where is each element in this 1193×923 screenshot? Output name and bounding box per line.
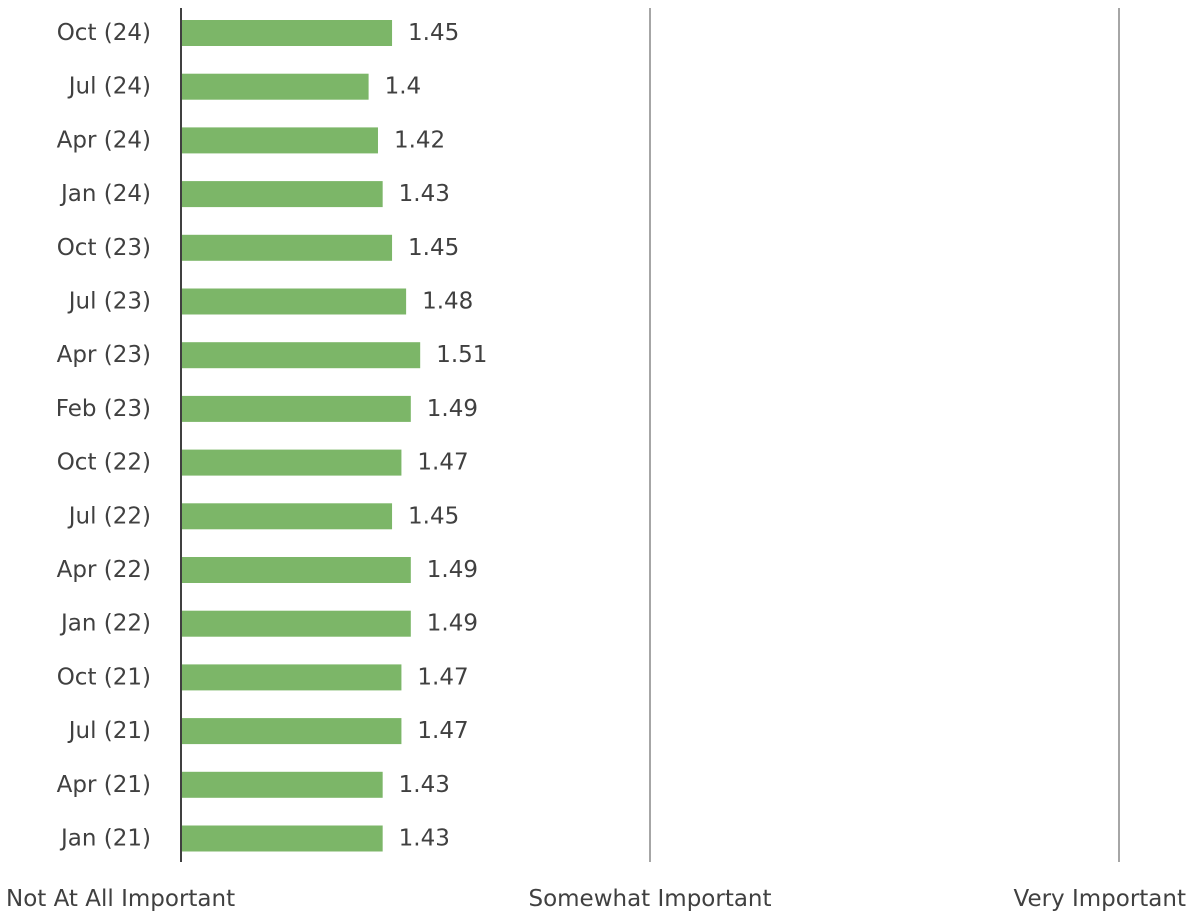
bar [181,664,402,691]
data-label: 1.51 [436,342,487,368]
category-label: Jan (21) [59,826,151,852]
category-label: Jan (22) [59,611,151,637]
category-label: Jul (23) [67,289,151,315]
category-label: Jul (22) [67,503,151,529]
gridlines [649,8,1120,862]
bar [181,718,402,745]
category-label: Jul (24) [67,74,151,100]
data-label: 1.45 [408,235,459,261]
x-tick-label: Very Important [1014,886,1187,912]
data-labels: 1.45 1.4 1.42 1.43 1.45 1.48 1.51 1.49 1.47 1.45 1… [385,20,488,852]
x-tick-label: Not At All Important [6,886,235,912]
data-label: 1.42 [394,127,445,153]
bar [181,395,411,422]
category-label: Oct (21) [57,664,151,690]
category-label: Jan (24) [59,181,151,207]
data-label: 1.43 [399,772,450,798]
category-label: Feb (23) [56,396,151,422]
category-label: Apr (24) [57,127,151,153]
x-tick-labels: Not At All Important Somewhat Important Ve… [6,886,1186,912]
data-label: 1.47 [417,718,468,744]
category-label: Apr (22) [57,557,151,583]
bar [181,234,393,261]
category-label: Oct (24) [57,20,151,46]
bar [181,127,378,154]
data-label: 1.48 [422,289,473,315]
category-labels: Oct (24) Jul (24) Apr (24) Jan (24) Oct (23)… [56,20,151,852]
bar [181,181,383,208]
bars [181,20,421,852]
bar [181,557,411,583]
data-label: 1.43 [399,826,450,852]
bar [181,503,393,530]
data-label: 1.49 [427,557,478,583]
bar [181,449,402,476]
bar [181,771,383,798]
bar [181,610,411,637]
category-label: Jul (21) [67,718,151,744]
x-tick-label: Somewhat Important [528,886,771,912]
bar [181,342,421,369]
data-label: 1.4 [385,74,422,100]
category-label: Apr (23) [57,342,151,368]
data-label: 1.47 [417,450,468,476]
bar [181,288,407,315]
bar [181,73,369,100]
data-label: 1.49 [427,396,478,422]
data-label: 1.45 [408,20,459,46]
data-label: 1.43 [399,181,450,207]
category-label: Apr (21) [57,772,151,798]
category-label: Oct (23) [57,235,151,261]
bar [181,20,393,46]
data-label: 1.45 [408,503,459,529]
bar [181,825,383,852]
data-label: 1.49 [427,611,478,637]
data-label: 1.47 [417,664,468,690]
category-label: Oct (22) [57,450,151,476]
